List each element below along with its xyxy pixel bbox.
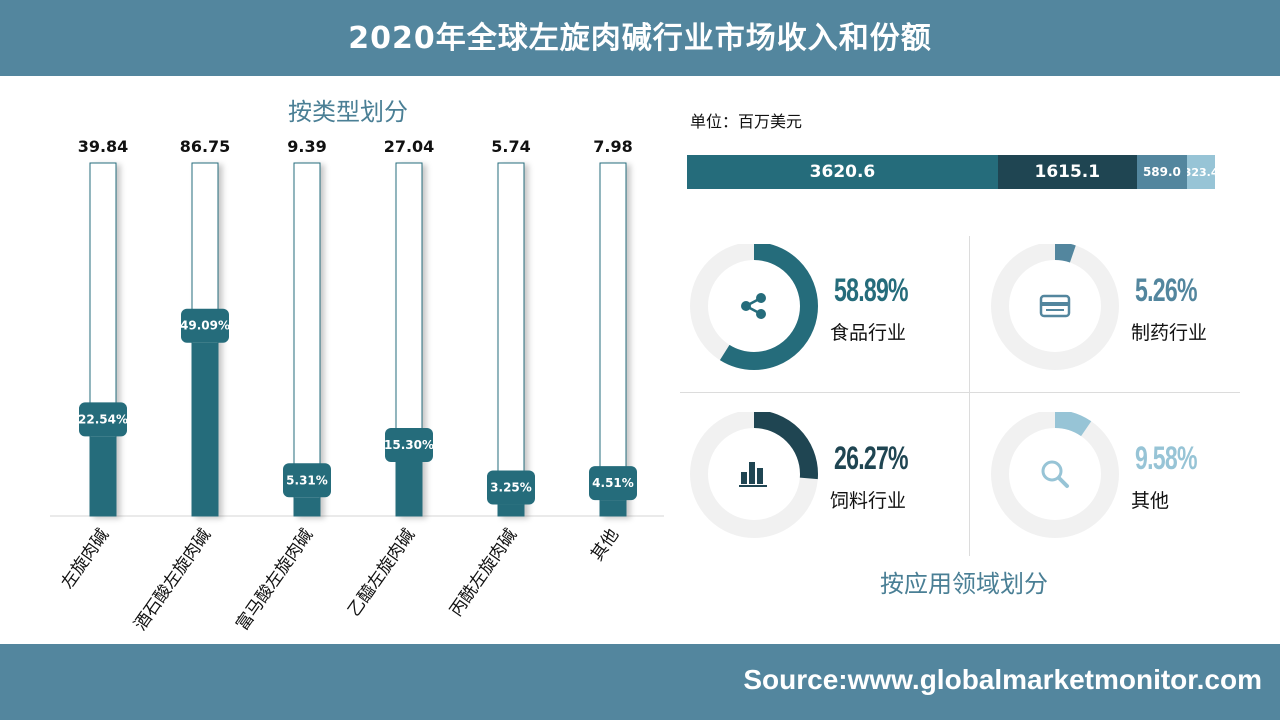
stacked-segment: 3620.6 <box>687 155 998 189</box>
donut-chart <box>991 412 1119 538</box>
bar-chart-icon <box>739 462 767 487</box>
category-label: 乙醯左旋肉碱 <box>344 525 419 620</box>
category-label: 丙酰左旋肉碱 <box>446 525 521 620</box>
bar-fill <box>498 504 524 516</box>
donut-percent: 9.58% <box>1135 440 1197 476</box>
donut-card: 5.26% 制药行业 <box>989 244 1269 394</box>
donut-category: 其他 <box>1131 490 1170 512</box>
stacked-segment: 323.4 <box>1187 155 1215 189</box>
bar-track <box>599 162 627 517</box>
type-bar-group: 27.04 15.30% 乙醯左旋肉碱 <box>344 137 434 620</box>
type-bar-group: 7.98 4.51% 其他 <box>587 137 637 565</box>
donut-percent: 26.27% <box>834 440 909 476</box>
donut-category: 制药行业 <box>1131 322 1208 344</box>
bar-fill <box>396 461 422 516</box>
share-label: 5.31% <box>286 473 328 487</box>
category-label: 左旋肉碱 <box>58 525 113 592</box>
bar-fill <box>294 497 320 516</box>
bar-value-label: 86.75 <box>180 137 231 156</box>
share-label: 3.25% <box>490 481 532 495</box>
bar-fill <box>90 436 116 516</box>
bar-value-label: 7.98 <box>593 137 632 156</box>
donut-card: 58.89% 食品行业 <box>688 244 968 394</box>
bar-value-label: 9.39 <box>287 137 326 156</box>
category-label: 其他 <box>587 525 623 564</box>
donut-arc <box>690 412 818 538</box>
donut-percent: 58.89% <box>834 272 909 308</box>
credit-card-icon <box>1039 294 1071 318</box>
stacked-segment: 1615.1 <box>997 155 1137 189</box>
type-bar-group: 39.84 22.54% 左旋肉碱 <box>58 137 129 593</box>
revenue-stacked-bar: 3620.6 1615.1 589.0 323.4 <box>687 155 1215 189</box>
donut-chart <box>690 412 818 538</box>
donut-percent: 5.26% <box>1135 272 1197 308</box>
header-banner: 2020年全球左旋肉碱行业市场收入和份额 <box>0 0 1280 76</box>
donut-category: 食品行业 <box>830 322 907 344</box>
share-label: 15.30% <box>384 438 434 452</box>
page-title: 2020年全球左旋肉碱行业市场收入和份额 <box>348 21 932 56</box>
donut-arc <box>991 244 1119 370</box>
share-badge <box>385 427 433 462</box>
donut-category: 饲料行业 <box>830 490 907 512</box>
application-section-title: 按应用领域划分 <box>880 570 1048 598</box>
unit-label: 单位：百万美元 <box>690 112 803 131</box>
donut-track <box>991 412 1119 538</box>
grid-divider-vertical <box>969 236 970 556</box>
bar-track <box>497 162 525 517</box>
donut-arc <box>690 244 818 370</box>
donut-card: 9.58% 其他 <box>989 412 1269 562</box>
share-badge <box>487 470 535 505</box>
bar-value-label: 27.04 <box>384 137 435 156</box>
bar-fill <box>192 342 218 516</box>
grid-divider-horizontal <box>680 392 1240 393</box>
magnifier-icon <box>1041 460 1069 488</box>
type-bar-chart: 39.84 22.54% 左旋肉碱 86.75 49.09% 酒石酸左旋肉碱 9.39 5.3… <box>50 137 664 634</box>
share-label: 4.51% <box>592 476 634 490</box>
bar-value-label: 5.74 <box>491 137 530 156</box>
share-icon <box>741 293 766 319</box>
share-badge <box>79 402 127 437</box>
donut-card: 26.27% 饲料行业 <box>688 412 968 562</box>
footer-banner: Source:www.globalmarketmonitor.com <box>0 644 1280 720</box>
bar-value-label: 39.84 <box>78 137 129 156</box>
share-badge <box>589 466 637 501</box>
bar-fill <box>600 500 626 516</box>
type-bar-group: 5.74 3.25% 丙酰左旋肉碱 <box>446 137 535 620</box>
category-label: 酒石酸左旋肉碱 <box>130 525 215 634</box>
share-badge <box>283 463 331 498</box>
bar-track <box>293 162 321 517</box>
category-label: 富马酸左旋肉碱 <box>232 525 317 634</box>
type-bar-group: 86.75 49.09% 酒石酸左旋肉碱 <box>130 137 230 634</box>
share-label: 49.09% <box>180 319 230 333</box>
donut-chart <box>690 244 818 370</box>
donut-arc <box>991 412 1119 538</box>
type-section-title: 按类型划分 <box>288 98 408 126</box>
share-label: 22.54% <box>78 412 128 426</box>
source-text: Source:www.globalmarketmonitor.com <box>743 664 1262 695</box>
stacked-segment: 589.0 <box>1136 155 1188 189</box>
donut-chart <box>991 244 1119 370</box>
share-badge <box>181 308 229 343</box>
type-bar-group: 9.39 5.31% 富马酸左旋肉碱 <box>232 137 331 634</box>
